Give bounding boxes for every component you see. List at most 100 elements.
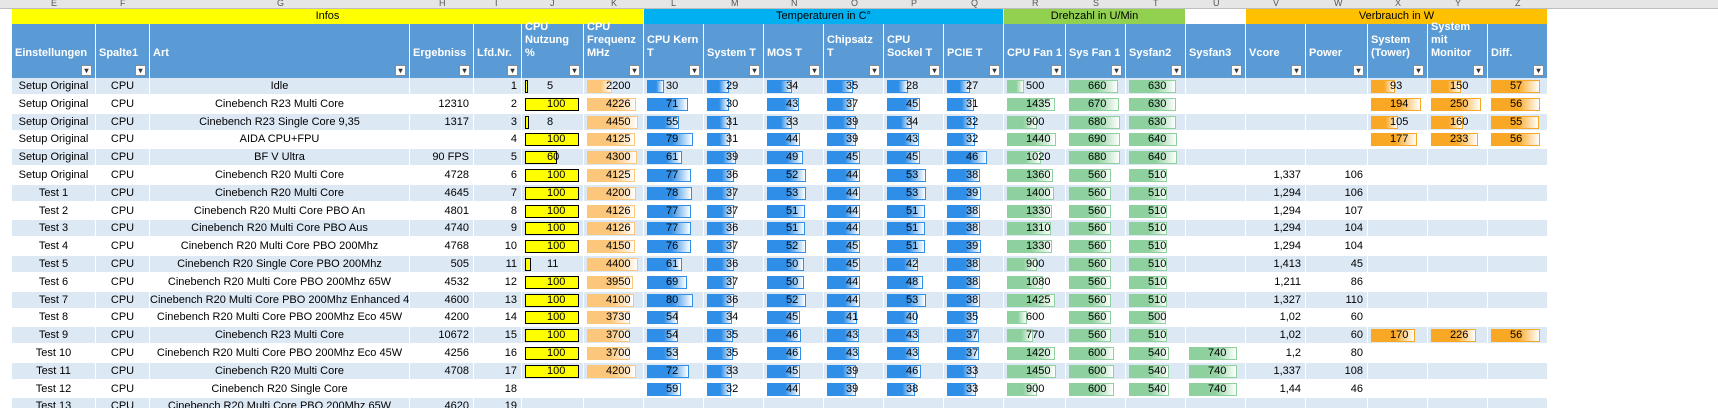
table-cell-tower[interactable]: 177 bbox=[1368, 131, 1428, 148]
table-cell-nr[interactable]: 9 bbox=[474, 220, 522, 237]
table-cell-nr[interactable]: 18 bbox=[474, 381, 522, 398]
table-cell-erg[interactable] bbox=[410, 131, 474, 148]
filter-dropdown-icon[interactable]: ▾ bbox=[459, 65, 470, 76]
table-cell-freq[interactable]: 4450 bbox=[584, 114, 644, 131]
table-cell-vcore[interactable]: 1,413 bbox=[1246, 256, 1306, 273]
column-letter[interactable]: S bbox=[1093, 0, 1100, 8]
filter-dropdown-icon[interactable]: ▾ bbox=[1533, 65, 1544, 76]
table-cell-diff[interactable] bbox=[1488, 203, 1548, 220]
table-cell-tower[interactable] bbox=[1368, 238, 1428, 255]
table-cell-sock[interactable]: 46 bbox=[884, 363, 944, 380]
table-cell-sock[interactable]: 45 bbox=[884, 96, 944, 113]
table-cell-erg[interactable]: 12310 bbox=[410, 96, 474, 113]
table-cell-chip[interactable]: 44 bbox=[824, 292, 884, 309]
table-cell-mon[interactable]: 250 bbox=[1428, 96, 1488, 113]
table-cell-nr[interactable]: 10 bbox=[474, 238, 522, 255]
table-cell-sock[interactable]: 43 bbox=[884, 327, 944, 344]
table-cell-power[interactable]: 106 bbox=[1306, 167, 1368, 184]
table-cell-erg[interactable]: 4645 bbox=[410, 185, 474, 202]
table-cell-nr[interactable]: 19 bbox=[474, 398, 522, 408]
table-cell-sfan1[interactable]: 560 bbox=[1066, 256, 1126, 273]
table-cell-mon[interactable] bbox=[1428, 149, 1488, 166]
table-cell-sock[interactable]: 51 bbox=[884, 203, 944, 220]
table-cell-sp[interactable]: CPU bbox=[96, 238, 150, 255]
table-cell-chip[interactable]: 37 bbox=[824, 96, 884, 113]
table-cell-fan1[interactable]: 1435 bbox=[1004, 96, 1066, 113]
table-cell-sfan2[interactable]: 640 bbox=[1126, 131, 1186, 148]
table-cell-art[interactable]: Idle bbox=[150, 78, 410, 95]
table-cell-power[interactable] bbox=[1306, 114, 1368, 131]
table-cell-tower[interactable] bbox=[1368, 345, 1428, 362]
table-cell-sys[interactable]: 35 bbox=[704, 345, 764, 362]
table-cell-pcie[interactable]: 37 bbox=[944, 345, 1004, 362]
table-cell-power[interactable]: 107 bbox=[1306, 203, 1368, 220]
table-cell-power[interactable]: 46 bbox=[1306, 381, 1368, 398]
table-cell-mon[interactable] bbox=[1428, 292, 1488, 309]
table-cell-erg[interactable]: 4740 bbox=[410, 220, 474, 237]
table-cell-vcore[interactable]: 1,294 bbox=[1246, 220, 1306, 237]
table-cell-sfan1[interactable]: 660 bbox=[1066, 78, 1126, 95]
table-cell-cpu[interactable]: 100 bbox=[522, 96, 584, 113]
table-cell-tower[interactable] bbox=[1368, 203, 1428, 220]
table-cell-einst[interactable]: Test 7 bbox=[12, 292, 96, 309]
table-cell-art[interactable]: Cinebench R20 Multi Core PBO 200Mhz Eco … bbox=[150, 309, 410, 326]
table-cell-fan1[interactable]: 1310 bbox=[1004, 220, 1066, 237]
table-cell-diff[interactable] bbox=[1488, 274, 1548, 291]
table-cell-mon[interactable] bbox=[1428, 256, 1488, 273]
table-cell-mos[interactable]: 43 bbox=[764, 96, 824, 113]
table-cell-diff[interactable] bbox=[1488, 167, 1548, 184]
table-cell-sp[interactable]: CPU bbox=[96, 96, 150, 113]
table-cell-fan1[interactable]: 600 bbox=[1004, 309, 1066, 326]
table-cell-vcore[interactable]: 1,02 bbox=[1246, 327, 1306, 344]
table-cell-mos[interactable]: 45 bbox=[764, 363, 824, 380]
table-cell-sock[interactable]: 28 bbox=[884, 78, 944, 95]
table-cell-power[interactable]: 104 bbox=[1306, 238, 1368, 255]
table-cell-pcie[interactable] bbox=[944, 398, 1004, 408]
table-cell-cpu[interactable]: 100 bbox=[522, 203, 584, 220]
table-cell-diff[interactable] bbox=[1488, 398, 1548, 408]
table-cell-power[interactable]: 80 bbox=[1306, 345, 1368, 362]
table-cell-mos[interactable]: 50 bbox=[764, 256, 824, 273]
table-cell-power[interactable] bbox=[1306, 398, 1368, 408]
table-cell-tower[interactable] bbox=[1368, 185, 1428, 202]
table-cell-mos[interactable]: 45 bbox=[764, 309, 824, 326]
table-cell-pcie[interactable]: 32 bbox=[944, 131, 1004, 148]
table-cell-pcie[interactable]: 33 bbox=[944, 363, 1004, 380]
table-cell-cpu[interactable]: 100 bbox=[522, 220, 584, 237]
table-cell-fan1[interactable]: 1080 bbox=[1004, 274, 1066, 291]
table-cell-diff[interactable]: 57 bbox=[1488, 78, 1548, 95]
table-cell-sp[interactable]: CPU bbox=[96, 274, 150, 291]
table-cell-sfan3[interactable] bbox=[1186, 238, 1246, 255]
table-cell-sfan3[interactable] bbox=[1186, 220, 1246, 237]
table-cell-power[interactable]: 60 bbox=[1306, 327, 1368, 344]
table-cell-cpu[interactable]: 100 bbox=[522, 345, 584, 362]
table-cell-sfan3[interactable]: 740 bbox=[1186, 381, 1246, 398]
table-cell-art[interactable]: Cinebench R23 Multi Core bbox=[150, 96, 410, 113]
table-cell-sfan1[interactable]: 560 bbox=[1066, 292, 1126, 309]
table-cell-vcore[interactable] bbox=[1246, 78, 1306, 95]
table-cell-freq[interactable]: 4125 bbox=[584, 167, 644, 184]
table-cell-power[interactable]: 106 bbox=[1306, 185, 1368, 202]
table-cell-diff[interactable] bbox=[1488, 238, 1548, 255]
table-cell-power[interactable] bbox=[1306, 149, 1368, 166]
table-cell-tower[interactable]: 105 bbox=[1368, 114, 1428, 131]
table-cell-tower[interactable] bbox=[1368, 398, 1428, 408]
table-cell-diff[interactable] bbox=[1488, 381, 1548, 398]
table-cell-pcie[interactable]: 38 bbox=[944, 220, 1004, 237]
table-cell-sys[interactable]: 36 bbox=[704, 292, 764, 309]
table-cell-mon[interactable]: 150 bbox=[1428, 78, 1488, 95]
table-cell-vcore[interactable] bbox=[1246, 149, 1306, 166]
table-cell-cpu[interactable]: 60 bbox=[522, 149, 584, 166]
table-cell-tower[interactable] bbox=[1368, 309, 1428, 326]
table-cell-nr[interactable]: 13 bbox=[474, 292, 522, 309]
table-cell-fan1[interactable]: 1440 bbox=[1004, 131, 1066, 148]
table-cell-sfan2[interactable]: 540 bbox=[1126, 381, 1186, 398]
table-cell-mos[interactable]: 50 bbox=[764, 274, 824, 291]
table-cell-mon[interactable] bbox=[1428, 398, 1488, 408]
table-cell-chip[interactable]: 44 bbox=[824, 167, 884, 184]
table-cell-sfan2[interactable]: 630 bbox=[1126, 114, 1186, 131]
table-cell-art[interactable]: Cinebench R23 Single Core 9,35 bbox=[150, 114, 410, 131]
table-cell-sock[interactable]: 53 bbox=[884, 185, 944, 202]
table-cell-pcie[interactable]: 38 bbox=[944, 203, 1004, 220]
table-cell-pcie[interactable]: 39 bbox=[944, 238, 1004, 255]
